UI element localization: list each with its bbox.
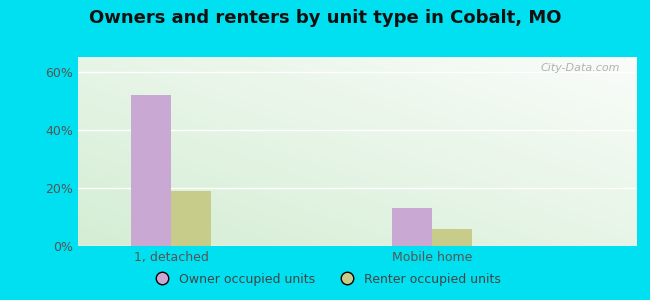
- Text: Owners and renters by unit type in Cobalt, MO: Owners and renters by unit type in Cobal…: [89, 9, 561, 27]
- Text: City-Data.com: City-Data.com: [541, 63, 620, 73]
- Bar: [131, 95, 171, 246]
- Bar: [432, 229, 472, 246]
- Legend: Owner occupied units, Renter occupied units: Owner occupied units, Renter occupied un…: [144, 268, 506, 291]
- Bar: [393, 208, 432, 246]
- Bar: [171, 191, 211, 246]
